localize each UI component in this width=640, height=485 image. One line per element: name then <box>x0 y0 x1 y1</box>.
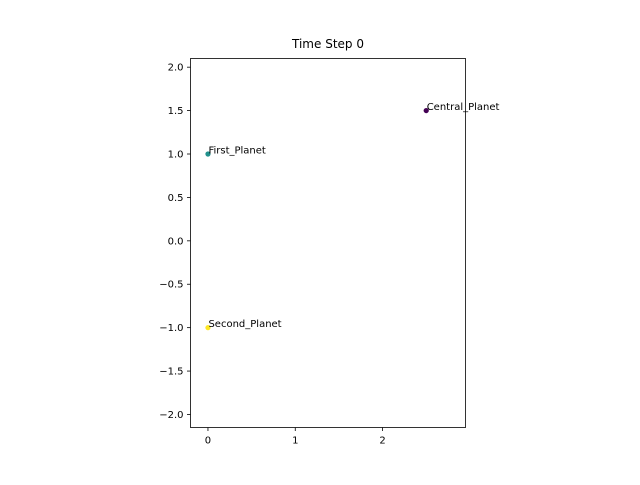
y-tick-label: 0.5 <box>168 193 184 204</box>
y-tick-label: −2.0 <box>159 410 183 421</box>
y-tick-label: −1.0 <box>159 323 183 334</box>
x-tick-label: 2 <box>379 436 385 447</box>
plot-area-frame <box>190 58 466 428</box>
y-tick-label: −0.5 <box>159 280 183 291</box>
x-tick-label: 0 <box>205 436 211 447</box>
chart-title: Time Step 0 <box>291 37 364 51</box>
y-tick-label: 1.0 <box>168 150 184 161</box>
point-label: Second_Planet <box>208 319 281 330</box>
x-axis-ticks: 0 1 2 <box>205 427 386 447</box>
y-tick-label: −1.5 <box>159 367 183 378</box>
x-tick-label: 1 <box>292 436 298 447</box>
y-axis-ticks: −2.0 −1.5 −1.0 −0.5 0.0 0.5 1.0 1.5 2.0 <box>159 63 191 421</box>
y-tick-label: 1.5 <box>168 106 184 117</box>
data-point <box>205 151 211 157</box>
y-tick-label: 2.0 <box>168 63 184 74</box>
point-label: Central_Planet <box>427 102 500 113</box>
data-points: Central_Planet First_Planet Second_Planet <box>205 102 500 331</box>
data-point <box>423 107 429 114</box>
y-tick-label: 0.0 <box>168 236 184 247</box>
point-label: First_Planet <box>208 146 265 157</box>
data-point <box>205 325 211 331</box>
